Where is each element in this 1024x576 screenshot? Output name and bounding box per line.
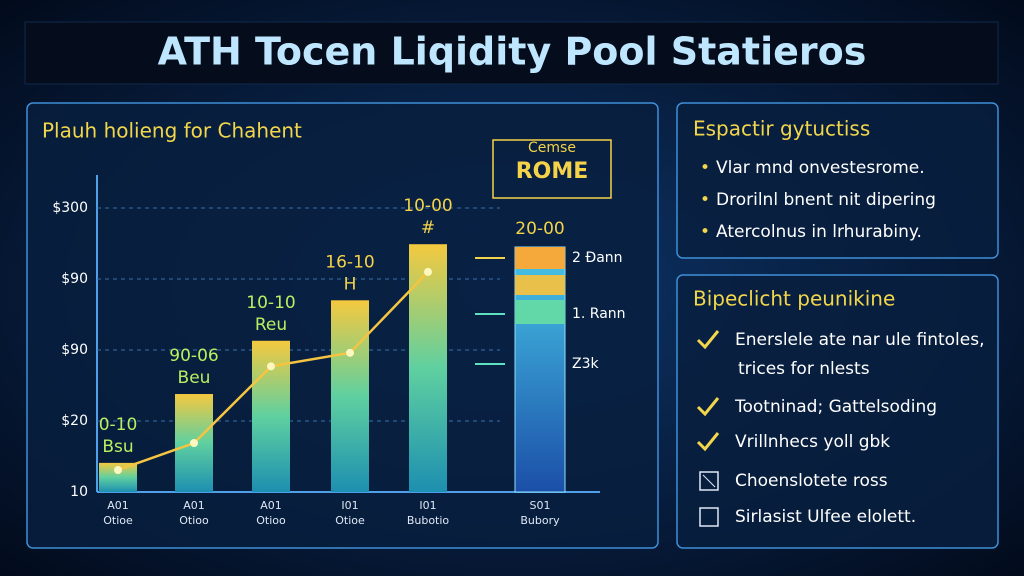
y-tick-label: $300 — [52, 200, 88, 216]
x-tick-label: Otioo — [179, 514, 209, 527]
bar — [409, 244, 447, 492]
stack-segment — [515, 300, 565, 324]
line-point — [267, 362, 275, 371]
list-item: Tootninad; Gattelsoding — [734, 397, 937, 417]
stack-title: 20-00 — [515, 219, 564, 239]
stack-segment — [515, 247, 565, 269]
bar-label: 90-06 — [169, 346, 218, 366]
bar-label: Bsu — [102, 437, 133, 457]
check-icon — [696, 330, 720, 350]
page-title: ATH Tocen Liqidity Pool Statieros — [158, 30, 867, 74]
stack-segment — [515, 275, 565, 295]
y-tick-label: 10 — [70, 484, 88, 500]
panel-title: Bipeclicht peunikine — [693, 287, 895, 311]
info-panel — [676, 102, 999, 259]
callout-text: Cemse — [528, 140, 576, 156]
bar-label: # — [421, 218, 435, 238]
list-item: Enerslele ate nar ule fintoles, — [735, 330, 984, 350]
chart-title: Plauh holieng for Chahent — [42, 119, 302, 143]
bullet: • — [700, 158, 710, 178]
check-icon — [696, 432, 720, 452]
bar — [331, 300, 369, 492]
stack-label: 1. Rann — [572, 306, 626, 322]
callout-text: ROME — [516, 159, 589, 184]
title-bar — [24, 21, 999, 85]
bullet: • — [700, 190, 710, 210]
list-item: trices for nlests — [738, 359, 870, 379]
bar-label: 0-10 — [99, 415, 138, 435]
x-tick-label: S01 — [530, 499, 551, 512]
stack-label: Z3k — [572, 356, 599, 372]
list-item: Vrillnhecs yoll gbk — [735, 432, 890, 452]
x-tick-label: I01 — [341, 499, 358, 512]
line-point — [346, 348, 354, 357]
line-point — [114, 465, 122, 474]
check-icon — [696, 397, 720, 417]
y-tick-label: $90 — [61, 342, 88, 358]
x-tick-label: A01 — [107, 499, 129, 512]
list-item: Atercolnus in lrhurabiny. — [716, 222, 922, 242]
bar-label: H — [344, 274, 357, 294]
check-panel — [676, 274, 999, 549]
x-tick-label: A01 — [260, 499, 282, 512]
y-tick-label: $20 — [61, 413, 88, 429]
x-tick-label: Bubory — [520, 514, 560, 527]
callout-box — [492, 139, 612, 199]
line-point — [190, 439, 198, 448]
x-tick-label: A01 — [183, 499, 205, 512]
x-tick-label: Otioo — [256, 514, 286, 527]
checkbox-mark — [702, 474, 716, 488]
bar-label: Beu — [178, 368, 211, 388]
x-tick-label: I01 — [419, 499, 436, 512]
checkbox — [699, 507, 719, 527]
panel-title: Espactir gytuctiss — [693, 117, 870, 141]
bar-label: 10-10 — [246, 293, 295, 313]
stack-label: 2 Ðann — [572, 250, 623, 266]
y-tick-label: $90 — [61, 271, 88, 287]
list-item: Drorilnl bnent nit dipering — [716, 190, 936, 210]
checkbox — [699, 471, 719, 491]
x-tick-label: Otioe — [103, 514, 133, 527]
x-tick-label: Bubotio — [407, 514, 450, 527]
bar-label: 16-10 — [325, 252, 374, 272]
list-item: Vlar mnd onvestesrome. — [716, 158, 925, 178]
bar-label: Reu — [255, 315, 287, 335]
line-point — [424, 267, 432, 276]
x-tick-label: Otioe — [335, 514, 365, 527]
bullet: • — [700, 222, 710, 242]
bar-label: 10-00 — [403, 196, 452, 216]
list-item: Sirlasist Ulfee elolett. — [735, 507, 916, 527]
list-item: Choenslotete ross — [735, 471, 888, 491]
